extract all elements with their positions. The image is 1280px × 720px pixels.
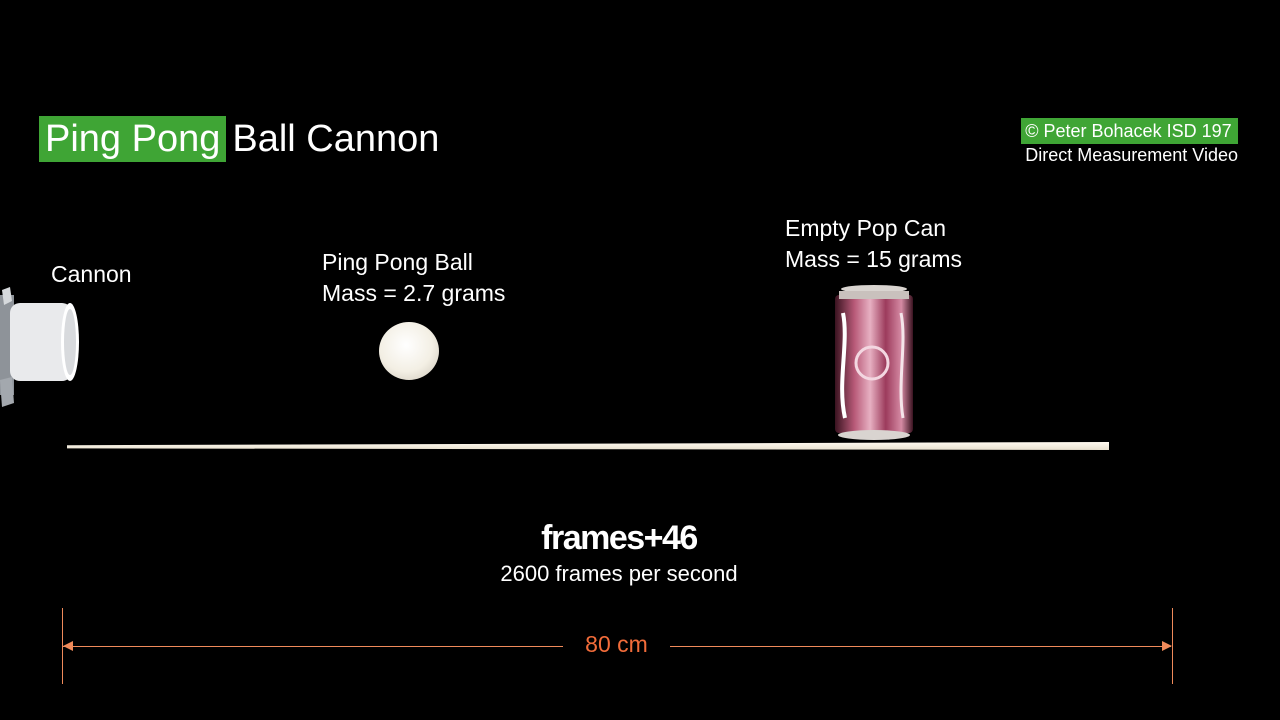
- credit-block: © Peter Bohacek ISD 197 Direct Measureme…: [1021, 118, 1238, 166]
- copyright-badge: © Peter Bohacek ISD 197: [1021, 118, 1238, 144]
- track-surface: [67, 442, 1109, 450]
- ping-pong-ball: [379, 322, 439, 380]
- frame-rate: 2600 frames per second: [500, 561, 738, 586]
- cannon-label: Cannon: [51, 261, 132, 287]
- measure-line-right: [670, 646, 1171, 647]
- can-mass: Mass = 15 grams: [785, 246, 963, 272]
- ball-name: Ping Pong Ball: [322, 249, 473, 275]
- pop-can-illustration: [835, 285, 913, 440]
- can-label: Empty Pop Can Mass = 15 grams: [785, 213, 962, 275]
- credit-subtitle: Direct Measurement Video: [1025, 145, 1238, 165]
- measure-line-left: [63, 646, 563, 647]
- cannon-illustration: [0, 287, 79, 407]
- title-rest: Ball Cannon: [232, 117, 440, 160]
- distance-label: 80 cm: [585, 631, 648, 657]
- frame-counter: frames+46: [541, 519, 698, 557]
- title-highlight: Ping Pong: [39, 116, 227, 162]
- can-name: Empty Pop Can: [785, 215, 947, 241]
- arrow-right-icon: [1162, 641, 1172, 651]
- measure-tick-left: [62, 608, 63, 684]
- ball-mass: Mass = 2.7 grams: [322, 280, 506, 306]
- measure-tick-right: [1172, 608, 1173, 684]
- arrow-left-icon: [63, 641, 73, 651]
- video-title: Ping Pong Ball Cannon: [39, 116, 439, 162]
- ball-label: Ping Pong Ball Mass = 2.7 grams: [322, 247, 505, 309]
